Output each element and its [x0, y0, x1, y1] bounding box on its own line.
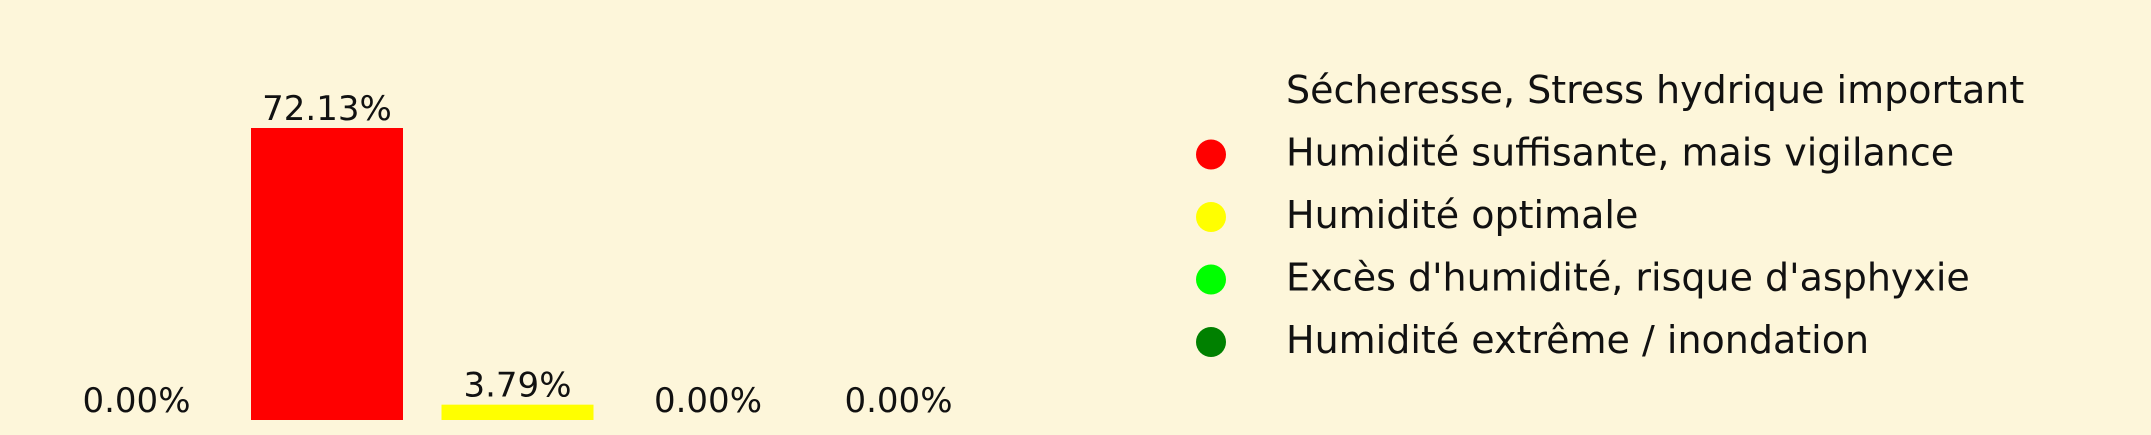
bar-value-label-4: 0.00% — [654, 381, 762, 421]
legend-marker-4 — [1196, 264, 1226, 295]
bar-value-label-3: 3.79% — [463, 366, 571, 406]
legend-label-2: Humidité suffisante, mais vigilance — [1286, 131, 1954, 175]
bar-2 — [251, 128, 403, 420]
bar-3 — [441, 404, 594, 420]
legend-marker-3 — [1196, 202, 1226, 232]
legend-label-1: Sécheresse, Stress hydrique important — [1286, 68, 2024, 112]
legend-marker-2 — [1196, 139, 1226, 170]
legend: Sécheresse, Stress hydrique important Hum… — [1196, 68, 2024, 362]
legend-label-5: Humidité extrême / inondation — [1286, 318, 1869, 362]
data-labels: 0.00% 72.13% 3.79% 0.00% 0.00% — [82, 89, 952, 421]
bar-value-label-1: 0.00% — [82, 381, 190, 421]
bar-value-label-5: 0.00% — [844, 381, 952, 421]
legend-marker-5 — [1196, 327, 1226, 357]
legend-label-4: Excès d'humidité, risque d'asphyxie — [1286, 256, 1970, 300]
legend-marker-1 — [1196, 77, 1226, 107]
bars — [251, 128, 594, 420]
legend-label-3: Humidité optimale — [1286, 193, 1638, 237]
bar-value-label-2: 72.13% — [262, 89, 392, 129]
